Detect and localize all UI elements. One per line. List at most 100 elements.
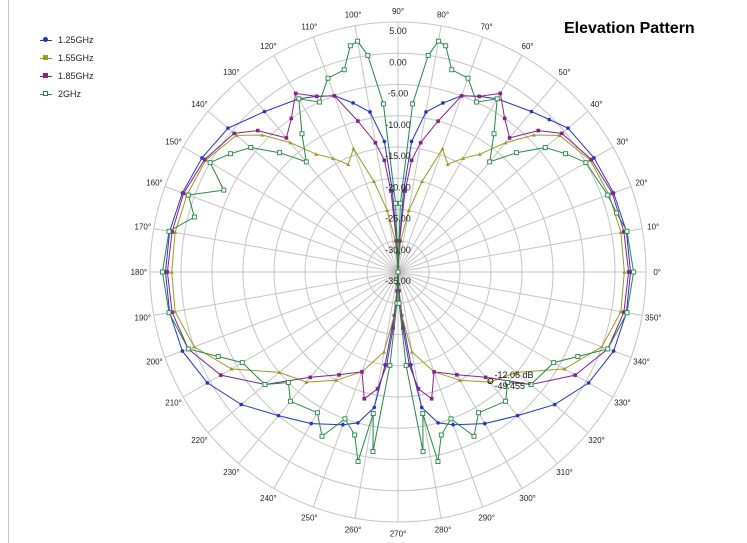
data-point: [262, 382, 268, 387]
angle-tick-label: 150°: [165, 137, 182, 146]
data-point: [515, 413, 520, 418]
cursor-marker: [487, 377, 494, 384]
data-point: [611, 349, 616, 353]
data-point: [440, 146, 445, 151]
data-point: [169, 270, 174, 274]
data-point: [342, 416, 348, 422]
grid-spoke: [153, 228, 399, 273]
angle-tick-label: 290°: [478, 513, 495, 522]
grid-spoke: [273, 55, 399, 273]
data-point: [262, 109, 267, 114]
data-point: [458, 378, 462, 382]
angle-tick-label: 30°: [616, 137, 628, 146]
data-point: [396, 300, 402, 306]
chart-title: Elevation Pattern: [564, 20, 695, 37]
left-frame-border: [8, 0, 9, 543]
data-point: [420, 179, 425, 184]
data-point: [221, 187, 227, 193]
grid-spoke: [354, 271, 399, 519]
data-point: [451, 422, 455, 427]
data-point: [575, 354, 581, 359]
data-point: [389, 189, 393, 193]
cursor-annotation: -12.06 dB-49.455 °: [487, 370, 533, 391]
data-point: [409, 158, 414, 163]
data-point: [566, 126, 570, 130]
data-point: [505, 380, 511, 385]
legend-marker: [43, 91, 48, 96]
angle-tick-label: 130°: [223, 68, 240, 77]
data-point: [536, 128, 541, 133]
data-point: [605, 192, 611, 198]
data-point: [618, 309, 623, 314]
data-point: [502, 116, 507, 121]
data-point: [334, 378, 338, 382]
angle-tick-label: 110°: [301, 23, 317, 32]
data-point: [610, 191, 615, 196]
axis-labels: 0° 10° 20° 30° 40° 50° 60° 70° 80° 90° 100° 110° 120…: [131, 7, 662, 539]
data-point: [260, 132, 265, 137]
angle-tick-label: 140°: [191, 100, 208, 109]
data-point: [284, 136, 289, 140]
data-point: [248, 145, 254, 150]
data-point: [372, 405, 377, 410]
legend-item: 1.85GHz: [36, 70, 126, 88]
data-point: [560, 131, 564, 136]
data-point: [424, 110, 428, 114]
data-point: [409, 139, 414, 144]
data-point: [314, 410, 320, 416]
data-point: [352, 432, 358, 438]
angle-tick-label: 100°: [345, 11, 362, 20]
data-point: [416, 387, 421, 391]
angle-tick-label: 40°: [590, 100, 602, 109]
data-point: [436, 119, 440, 123]
data-point: [170, 310, 174, 314]
data-point: [624, 228, 630, 234]
data-point: [448, 416, 454, 422]
grid-spoke: [397, 271, 589, 434]
data-point: [491, 131, 497, 137]
data-point: [406, 208, 411, 213]
data-point: [355, 38, 361, 44]
data-point: [441, 101, 445, 105]
data-point: [385, 208, 390, 213]
angle-tick-label: 50°: [559, 68, 571, 77]
data-point: [605, 346, 611, 352]
data-point: [207, 160, 213, 166]
data-point: [403, 189, 407, 193]
data-point: [299, 131, 305, 137]
data-point: [382, 139, 387, 144]
data-point: [477, 94, 482, 99]
data-point: [435, 38, 441, 44]
data-point: [166, 310, 172, 316]
angle-tick-label: 10°: [647, 223, 659, 232]
data-point: [483, 375, 488, 380]
data-point: [476, 410, 482, 416]
data-point: [314, 94, 319, 99]
grid-spoke: [207, 110, 399, 273]
data-point: [370, 411, 376, 417]
data-point: [356, 421, 360, 425]
data-point: [371, 179, 376, 184]
data-point: [624, 310, 630, 316]
data-point: [391, 326, 395, 330]
data-point: [181, 191, 186, 196]
data-point: [341, 422, 345, 427]
radial-tick-label: 5.00: [389, 26, 407, 36]
data-point: [529, 109, 534, 114]
data-point: [277, 150, 283, 156]
data-point: [395, 269, 401, 275]
grid-spoke: [164, 271, 399, 358]
data-point: [507, 136, 512, 140]
data-point: [435, 459, 441, 464]
angle-tick-label: 60°: [522, 42, 534, 51]
legend-label: 1.85GHz: [58, 71, 94, 81]
data-point: [459, 94, 464, 98]
radial-tick-label: -25.00: [385, 214, 411, 224]
grid-spoke: [397, 271, 632, 358]
data-point: [232, 131, 236, 136]
data-point: [185, 346, 191, 352]
legend-label: 2GHz: [58, 89, 82, 99]
angle-tick-label: 80°: [437, 11, 449, 20]
data-point: [362, 396, 367, 401]
